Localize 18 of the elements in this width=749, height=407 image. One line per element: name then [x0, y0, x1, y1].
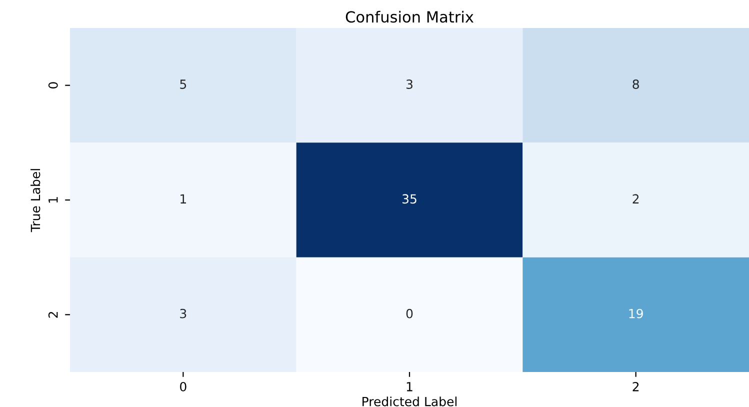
data-label: 35 [402, 194, 416, 204]
y-tick-label: 1 [48, 197, 58, 203]
data-label: 3 [180, 308, 186, 318]
y-tick-label: 2 [48, 312, 58, 318]
x-tick-label: 2 [632, 382, 639, 392]
chart-title: Confusion Matrix [346, 10, 474, 23]
y-tick-label: 0 [48, 82, 58, 88]
x-tick-label: 0 [180, 382, 186, 392]
data-label: 8 [632, 80, 639, 89]
data-label: 3 [406, 80, 412, 89]
y-axis-title: True Label [30, 169, 40, 232]
x-axis-title: Predicted Label [362, 396, 457, 406]
data-label: 5 [180, 80, 186, 89]
data-label: 0 [406, 308, 413, 318]
data-label: 1 [180, 194, 186, 204]
data-label: 2 [632, 194, 639, 204]
x-tick-label: 1 [406, 382, 412, 392]
data-label: 19 [629, 308, 643, 318]
